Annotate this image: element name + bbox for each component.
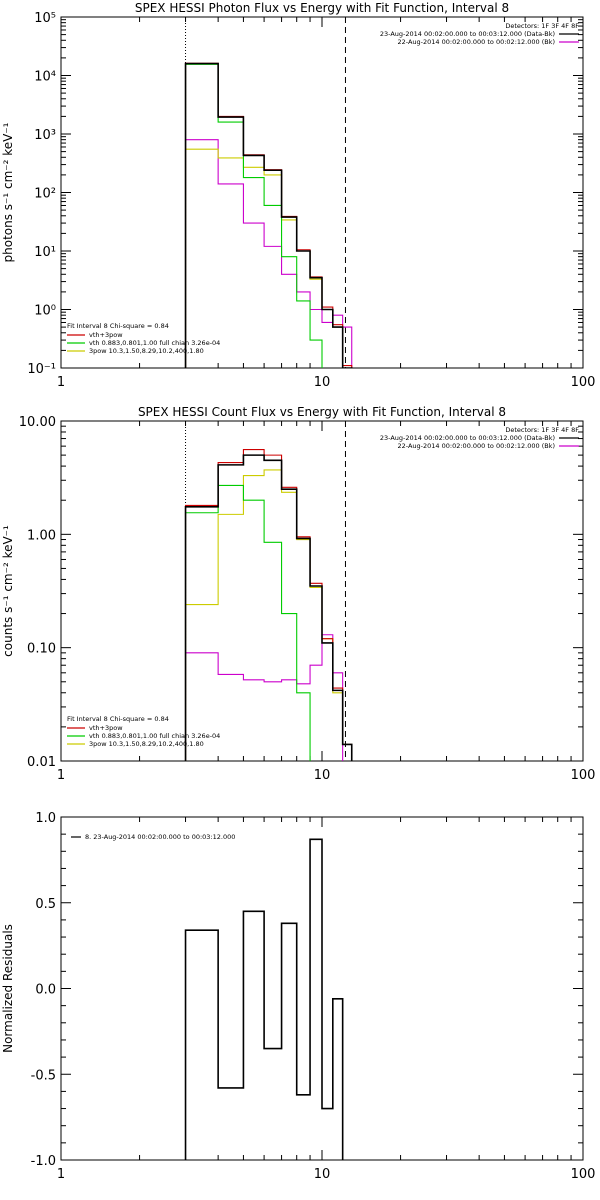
- legend-entry-label: 23-Aug-2014 00:02:00.000 to 00:03:12.000…: [380, 30, 555, 38]
- x-tick-label: 10: [314, 1167, 331, 1182]
- series-cc00cc: [184, 634, 344, 761]
- y-axis: 10⁻¹ 10⁰ 10¹ 10² 10³ 10⁴ 10⁵: [27, 11, 583, 377]
- series-00cc00: [184, 484, 311, 761]
- fit-legend-label: 3pow 10.3,1.50,8.29,10.2,400,1.80: [89, 347, 204, 355]
- chart-resid: Normalized Residuals 1 10 100 -1.0 -0.5 0.0 0.5…: [1, 811, 595, 1182]
- legend-header: Detectors: 1F 3F 4F 8F: [505, 426, 579, 434]
- x-tick-label: 100: [571, 768, 596, 783]
- y-tick-label: 10.00: [19, 415, 56, 430]
- y-tick-label: 0.10: [27, 642, 56, 657]
- data-series: [184, 838, 344, 1160]
- y-tick-label: 10⁵: [34, 11, 56, 26]
- x-axis: 1 10 100: [57, 421, 596, 783]
- legend-header: Detectors: 1F 3F 4F 8F: [505, 22, 579, 30]
- resid-legend-label: 8. 23-Aug-2014 00:02:00.000 to 00:03:12.…: [85, 833, 235, 841]
- fit-legend-label: vth 0.883,0.801,1.00 full chian 3.26e-04: [89, 732, 220, 740]
- fit-legend-header: Fit Interval 8 Chi-square = 0.84: [67, 322, 169, 330]
- x-tick-label: 10: [314, 768, 331, 783]
- series-000000: [184, 838, 344, 1160]
- legend-entry-label: 22-Aug-2014 00:02:00.000 to 00:02:12.000…: [398, 442, 555, 450]
- y-tick-label: 10⁰: [34, 304, 56, 319]
- x-axis: 1 10 100: [57, 17, 596, 390]
- x-axis: 1 10 100: [57, 817, 596, 1182]
- fit-legend-label: vth 0.883,0.801,1.00 full chian 3.26e-04: [89, 339, 220, 347]
- y-axis: -1.0 -0.5 0.0 0.5 1.0: [31, 811, 583, 1169]
- x-tick-label: 1: [57, 1167, 65, 1182]
- y-tick-label: 0.01: [27, 755, 56, 770]
- series-00cc00: [184, 63, 323, 368]
- y-tick-label: 10³: [34, 128, 56, 143]
- y-axis-label: counts s⁻¹ cm⁻² keV⁻¹: [1, 525, 15, 657]
- y-tick-label: 10⁴: [34, 70, 56, 85]
- x-tick-label: 1: [57, 375, 65, 390]
- data-series: [184, 448, 353, 761]
- legend-entry-label: 23-Aug-2014 00:02:00.000 to 00:03:12.000…: [380, 434, 555, 442]
- y-tick-label: 0.5: [35, 897, 56, 912]
- y-tick-label: 0.0: [35, 983, 56, 998]
- data-series: [184, 62, 353, 368]
- x-tick-label: 10: [314, 375, 331, 390]
- y-tick-label: 1.00: [27, 528, 56, 543]
- y-tick-label: -1.0: [31, 1154, 56, 1169]
- y-tick-label: 10²: [34, 187, 56, 202]
- x-tick-label: 100: [571, 375, 596, 390]
- y-tick-label: 1.0: [35, 811, 56, 826]
- y-tick-label: 10¹: [34, 245, 56, 260]
- fit-legend-label: vth+3pow: [89, 724, 123, 732]
- y-axis-label: photons s⁻¹ cm⁻² keV⁻¹: [1, 122, 15, 262]
- chart-photon: SPEX HESSI Photon Flux vs Energy with Fi…: [1, 1, 596, 390]
- y-tick-label: -0.5: [31, 1068, 56, 1083]
- series-cccc00: [184, 469, 353, 761]
- fit-legend-label: vth+3pow: [89, 331, 123, 339]
- y-axis: 0.01 0.10 1.00 10.00: [19, 415, 583, 770]
- x-tick-label: 1: [57, 768, 65, 783]
- fit-legend-label: 3pow 10.3,1.50,8.29,10.2,400,1.80: [89, 740, 204, 748]
- legend-entry-label: 22-Aug-2014 00:02:00.000 to 00:02:12.000…: [398, 38, 555, 46]
- series-000000: [184, 454, 353, 761]
- series-cc0000: [184, 448, 353, 761]
- chart-count: SPEX HESSI Count Flux vs Energy with Fit…: [1, 405, 596, 783]
- series-cc0000: [184, 62, 353, 368]
- x-tick-label: 100: [571, 1167, 596, 1182]
- chart-title: SPEX HESSI Count Flux vs Energy with Fit…: [138, 405, 506, 419]
- y-axis-label: Normalized Residuals: [1, 924, 15, 1053]
- series-000000: [184, 62, 353, 368]
- y-tick-label: 10⁻¹: [27, 362, 56, 377]
- chart-title: SPEX HESSI Photon Flux vs Energy with Fi…: [135, 1, 509, 15]
- fit-legend-header: Fit Interval 8 Chi-square = 0.84: [67, 715, 169, 723]
